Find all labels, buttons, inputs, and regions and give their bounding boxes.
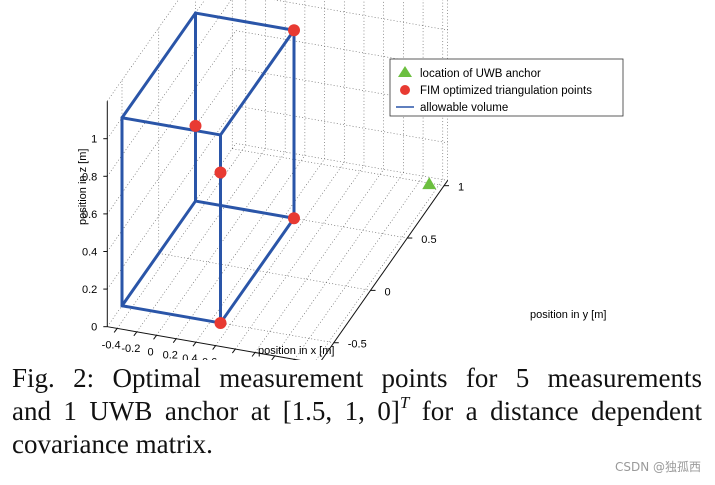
- caption-transpose: T: [399, 393, 410, 412]
- z-tick-label: 0.6: [82, 209, 97, 221]
- x-tick-label: -0.2: [121, 343, 140, 355]
- grid-floor-x: [315, 179, 444, 360]
- x-tick-label: 0.2: [163, 350, 178, 360]
- fim-point: [288, 24, 300, 37]
- tick-labels: -0.4-0.200.20.40.60.811.21.41.6-0.500.51…: [82, 134, 464, 360]
- watermark: CSDN @独孤西: [614, 460, 701, 474]
- grid-back-z: [235, 143, 448, 181]
- volume-edge: [194, 199, 296, 220]
- grid-floor-x: [156, 151, 286, 336]
- figure-caption: Fig. 2: Optimal measurement points for 5…: [12, 362, 702, 461]
- legend-point-icon: [400, 85, 410, 95]
- volume-edge: [219, 28, 296, 137]
- y-axis-label: position in y [m]: [530, 309, 606, 321]
- x-tick-mark: [192, 341, 197, 347]
- fim-point: [214, 316, 227, 329]
- x-tick-mark: [133, 331, 138, 337]
- y-tick-label: -0.5: [348, 339, 367, 351]
- x-tick-mark: [271, 355, 276, 360]
- box-top-left: [107, 0, 179, 102]
- fim-point: [288, 212, 300, 225]
- legend-volume-label: allowable volume: [420, 102, 508, 114]
- allowable-volume: [120, 11, 296, 325]
- volume-edge: [219, 216, 296, 325]
- legend-box: [389, 58, 624, 117]
- fim-point: [189, 119, 202, 132]
- volume-edge: [120, 199, 197, 308]
- z-tick-label: 0.8: [82, 171, 97, 183]
- legend: location of UWB anchor FIM optimized tri…: [389, 58, 624, 117]
- x-tick-label: 0: [147, 346, 153, 358]
- chart-3d: -0.4-0.200.20.40.60.811.21.41.6-0.500.51…: [77, 0, 624, 360]
- uwb-anchor: [422, 177, 437, 190]
- grid-back-z: [235, 105, 448, 144]
- z-tick-label: 0.2: [82, 284, 97, 296]
- volume-edge: [120, 11, 197, 120]
- y-tick-label: 0.5: [421, 234, 436, 246]
- grid-floor-x: [136, 148, 266, 333]
- caption-line-2-pre: and 1 UWB anchor at: [12, 396, 271, 426]
- grid-floor-x: [235, 165, 365, 350]
- grid-floor-y: [232, 148, 445, 186]
- grid-floor-x: [254, 169, 384, 353]
- x-tick-mark: [251, 352, 256, 357]
- volume-edge: [120, 304, 222, 325]
- grid-side-z: [107, 0, 232, 177]
- caption-vector-value: [1.5, 1, 0]: [282, 396, 400, 426]
- grid-floor-x: [215, 162, 345, 346]
- grid-side-z: [107, 30, 237, 215]
- grid-side-z: [107, 105, 237, 290]
- x-tick-mark: [231, 348, 236, 354]
- x-tick-label: 0.6: [202, 357, 217, 360]
- volume-edge: [194, 11, 296, 32]
- data-markers: [189, 24, 437, 329]
- y-tick-label: 0: [385, 286, 391, 298]
- x-tick-label: 0.4: [182, 353, 197, 360]
- caption-line-2: and 1 UWB anchor at [1.5, 1, 0]T for a d…: [12, 393, 702, 428]
- z-tick-label: 1: [91, 134, 97, 146]
- grid-floor-x: [274, 172, 404, 357]
- y-tick-label: 1: [458, 182, 464, 194]
- z-tick-label: 0.4: [82, 246, 97, 258]
- grid-floor-y: [158, 253, 371, 291]
- caption-line-3: covariance matrix.: [12, 429, 213, 459]
- caption-anchor-vector: [1.5, 1, 0]T: [282, 393, 410, 426]
- x-tick-mark: [113, 328, 118, 333]
- grid-side-z: [107, 68, 237, 252]
- fim-point: [214, 166, 227, 179]
- grid-side-z: [107, 143, 237, 327]
- grid-back-z: [235, 67, 448, 106]
- x-axis-label: position in x [m]: [258, 345, 334, 357]
- z-axis-label: position in z [m]: [77, 149, 89, 225]
- z-tick-label: 0: [91, 322, 97, 334]
- caption-line-1: Fig. 2: Optimal measurement points for 5…: [12, 363, 702, 393]
- axes-frame: [103, 101, 450, 360]
- x-tick-mark: [212, 345, 217, 350]
- legend-anchor-label: location of UWB anchor: [420, 68, 541, 80]
- grid-back-z: [235, 30, 448, 68]
- caption-line-2-post: for a distance dependent: [421, 396, 702, 426]
- x-axis-line: [107, 326, 301, 360]
- legend-anchor-icon: [398, 66, 412, 77]
- x-tick-mark: [153, 334, 157, 340]
- x-tick-label: -0.4: [102, 339, 121, 351]
- x-tick-mark: [172, 338, 177, 344]
- grid-floor-x: [195, 158, 325, 343]
- y-axis-line: [321, 180, 449, 360]
- volume-edge: [120, 116, 222, 137]
- legend-point-label: FIM optimized triangulation points: [420, 85, 592, 97]
- grid-floor-x: [294, 175, 424, 360]
- grid-floor-x: [176, 155, 306, 339]
